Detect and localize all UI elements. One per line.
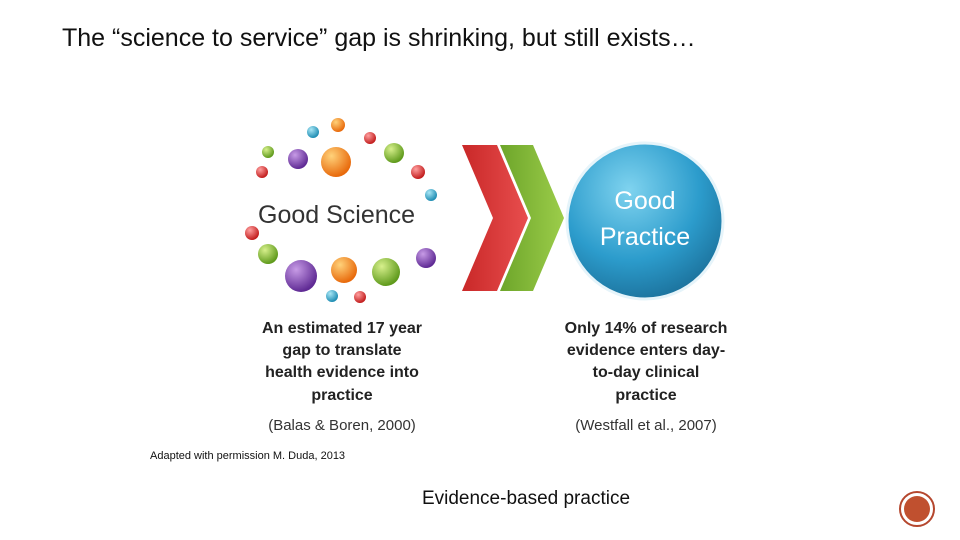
attribution: Adapted with permission M. Duda, 2013	[150, 450, 345, 462]
left-caption: health evidence into	[265, 364, 419, 381]
left-caption: gap to translate	[282, 342, 401, 359]
left-citation: (Balas & Boren, 2000)	[268, 417, 416, 434]
right-citation: (Westfall et al., 2007)	[575, 417, 716, 434]
practice-circle	[565, 141, 725, 301]
left-caption: practice	[311, 387, 372, 404]
left-label: Good Science	[258, 201, 415, 229]
arrow-red	[462, 145, 528, 291]
right-caption: Only 14% of research	[565, 320, 728, 337]
bubbles	[245, 118, 437, 303]
arrow-green	[500, 145, 564, 291]
right-caption: to-day clinical	[593, 364, 700, 381]
logo	[899, 491, 935, 527]
left-caption: An estimated 17 year	[262, 320, 422, 337]
right-label: Good	[614, 187, 675, 215]
right-label: Practice	[600, 223, 690, 251]
right-caption: evidence enters day-	[567, 342, 725, 359]
right-caption: practice	[615, 387, 676, 404]
footer: Evidence-based practice	[422, 488, 630, 509]
slide-title: The “science to service” gap is shrinkin…	[62, 24, 696, 52]
